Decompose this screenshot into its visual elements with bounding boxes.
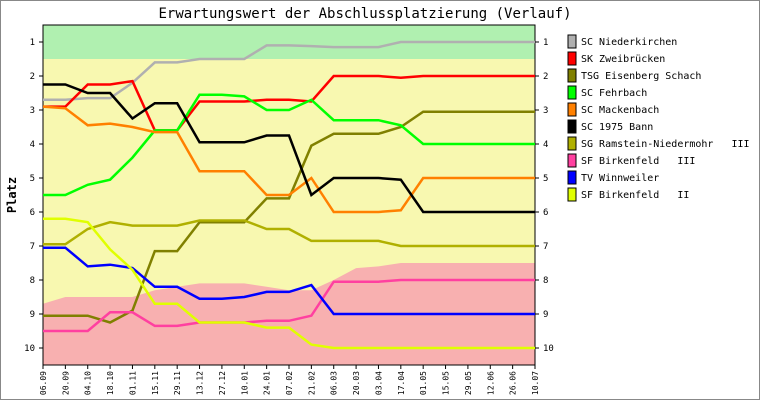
x-tick-label: 18.10: [106, 371, 115, 395]
x-tick-label: 21.02: [307, 371, 316, 395]
legend-entry: SC Niederkirchen: [581, 37, 677, 48]
legend-swatch: [567, 153, 577, 168]
y-tick-label-left: 5: [30, 174, 35, 184]
x-tick-label: 20.03: [352, 371, 361, 395]
x-tick-label: 10.01: [240, 371, 249, 395]
legend-entry: TSG Eisenberg Schach: [581, 71, 701, 82]
y-tick-label-right: 5: [543, 174, 548, 184]
zone-promotion: [43, 25, 535, 59]
x-tick-label: 24.01: [263, 371, 272, 395]
legend-swatch: [567, 68, 577, 83]
y-tick-label-right: 3: [543, 106, 548, 116]
series-line: [42, 105, 535, 214]
legend-entry: SF Birkenfeld III: [581, 156, 695, 167]
x-tick-label: 01.11: [128, 371, 137, 395]
y-tick-label-right: 1: [543, 38, 548, 48]
legend-entry: SF Birkenfeld II: [581, 190, 689, 201]
zone-relegation: [43, 263, 535, 365]
y-tick-label-left: 4: [30, 140, 35, 150]
legend-swatch: [567, 34, 577, 49]
y-tick-label-left: 1: [30, 38, 35, 48]
legend-swatch: [567, 51, 577, 66]
x-tick-label: 01.05: [419, 371, 428, 395]
x-tick-label: 26.06: [509, 371, 518, 395]
legend-swatch: [567, 170, 577, 185]
series-line: [43, 93, 535, 197]
chart-title: Erwartungswert der Abschlussplatzierung …: [158, 6, 571, 22]
legend-entry: TV Winnweiler: [581, 173, 659, 184]
y-tick-label-left: 9: [30, 310, 35, 320]
legend-entry: SK Zweibrücken: [581, 54, 665, 65]
x-tick-label: 06.03: [330, 371, 339, 395]
x-tick-label: 27.12: [218, 371, 227, 395]
x-tick-label: 13.12: [196, 371, 205, 395]
y-tick-label-right: 6: [543, 208, 548, 218]
x-tick-label: 15.05: [442, 371, 451, 395]
x-tick-label: 07.02: [285, 371, 294, 395]
y-tick-label-left: 10: [24, 344, 35, 354]
legend-swatch: [567, 187, 577, 202]
legend-swatch: [567, 136, 577, 151]
y-axis-label: Platz: [5, 177, 19, 213]
x-tick-label: 17.04: [397, 371, 406, 395]
x-tick-label: 04.10: [84, 371, 93, 395]
y-tick-label-left: 6: [30, 208, 35, 218]
legend-swatch: [567, 119, 577, 134]
series-line: [43, 278, 535, 333]
y-tick-label-left: 2: [30, 72, 35, 82]
y-tick-label-right: 9: [543, 310, 548, 320]
x-tick-label: 03.04: [374, 371, 383, 395]
series-line: [43, 110, 535, 324]
y-tick-label-right: 2: [543, 72, 548, 82]
y-tick-label-left: 3: [30, 106, 35, 116]
x-tick-label: 20.09: [61, 371, 70, 395]
x-tick-label: 29.11: [173, 371, 182, 395]
series-line: [43, 40, 535, 102]
legend-entry: SG Ramstein-Niedermohr III: [581, 139, 750, 150]
legend-entry: SC 1975 Bann: [581, 122, 653, 133]
series-line: [43, 219, 535, 248]
y-tick-label-right: 8: [543, 276, 548, 286]
y-tick-label-right: 10: [543, 344, 554, 354]
x-tick-label: 06.09: [39, 371, 48, 395]
y-tick-label-right: 4: [543, 140, 548, 150]
series-line: [43, 74, 535, 132]
x-tick-label: 15.11: [151, 371, 160, 395]
series-line: [43, 217, 535, 350]
legend-entry: SC Mackenbach: [581, 105, 659, 116]
x-tick-label: 29.05: [464, 371, 473, 395]
y-tick-label-left: 7: [30, 242, 35, 252]
x-tick-label: 10.07: [531, 371, 540, 395]
legend-entry: SC Fehrbach: [581, 88, 647, 99]
legend-swatch: [567, 102, 577, 117]
y-tick-label-left: 8: [30, 276, 35, 286]
y-tick-label-right: 7: [543, 242, 548, 252]
legend-swatch: [567, 85, 577, 100]
x-tick-label: 12.06: [486, 371, 495, 395]
series-line: [43, 246, 535, 316]
series-line: [43, 83, 535, 214]
